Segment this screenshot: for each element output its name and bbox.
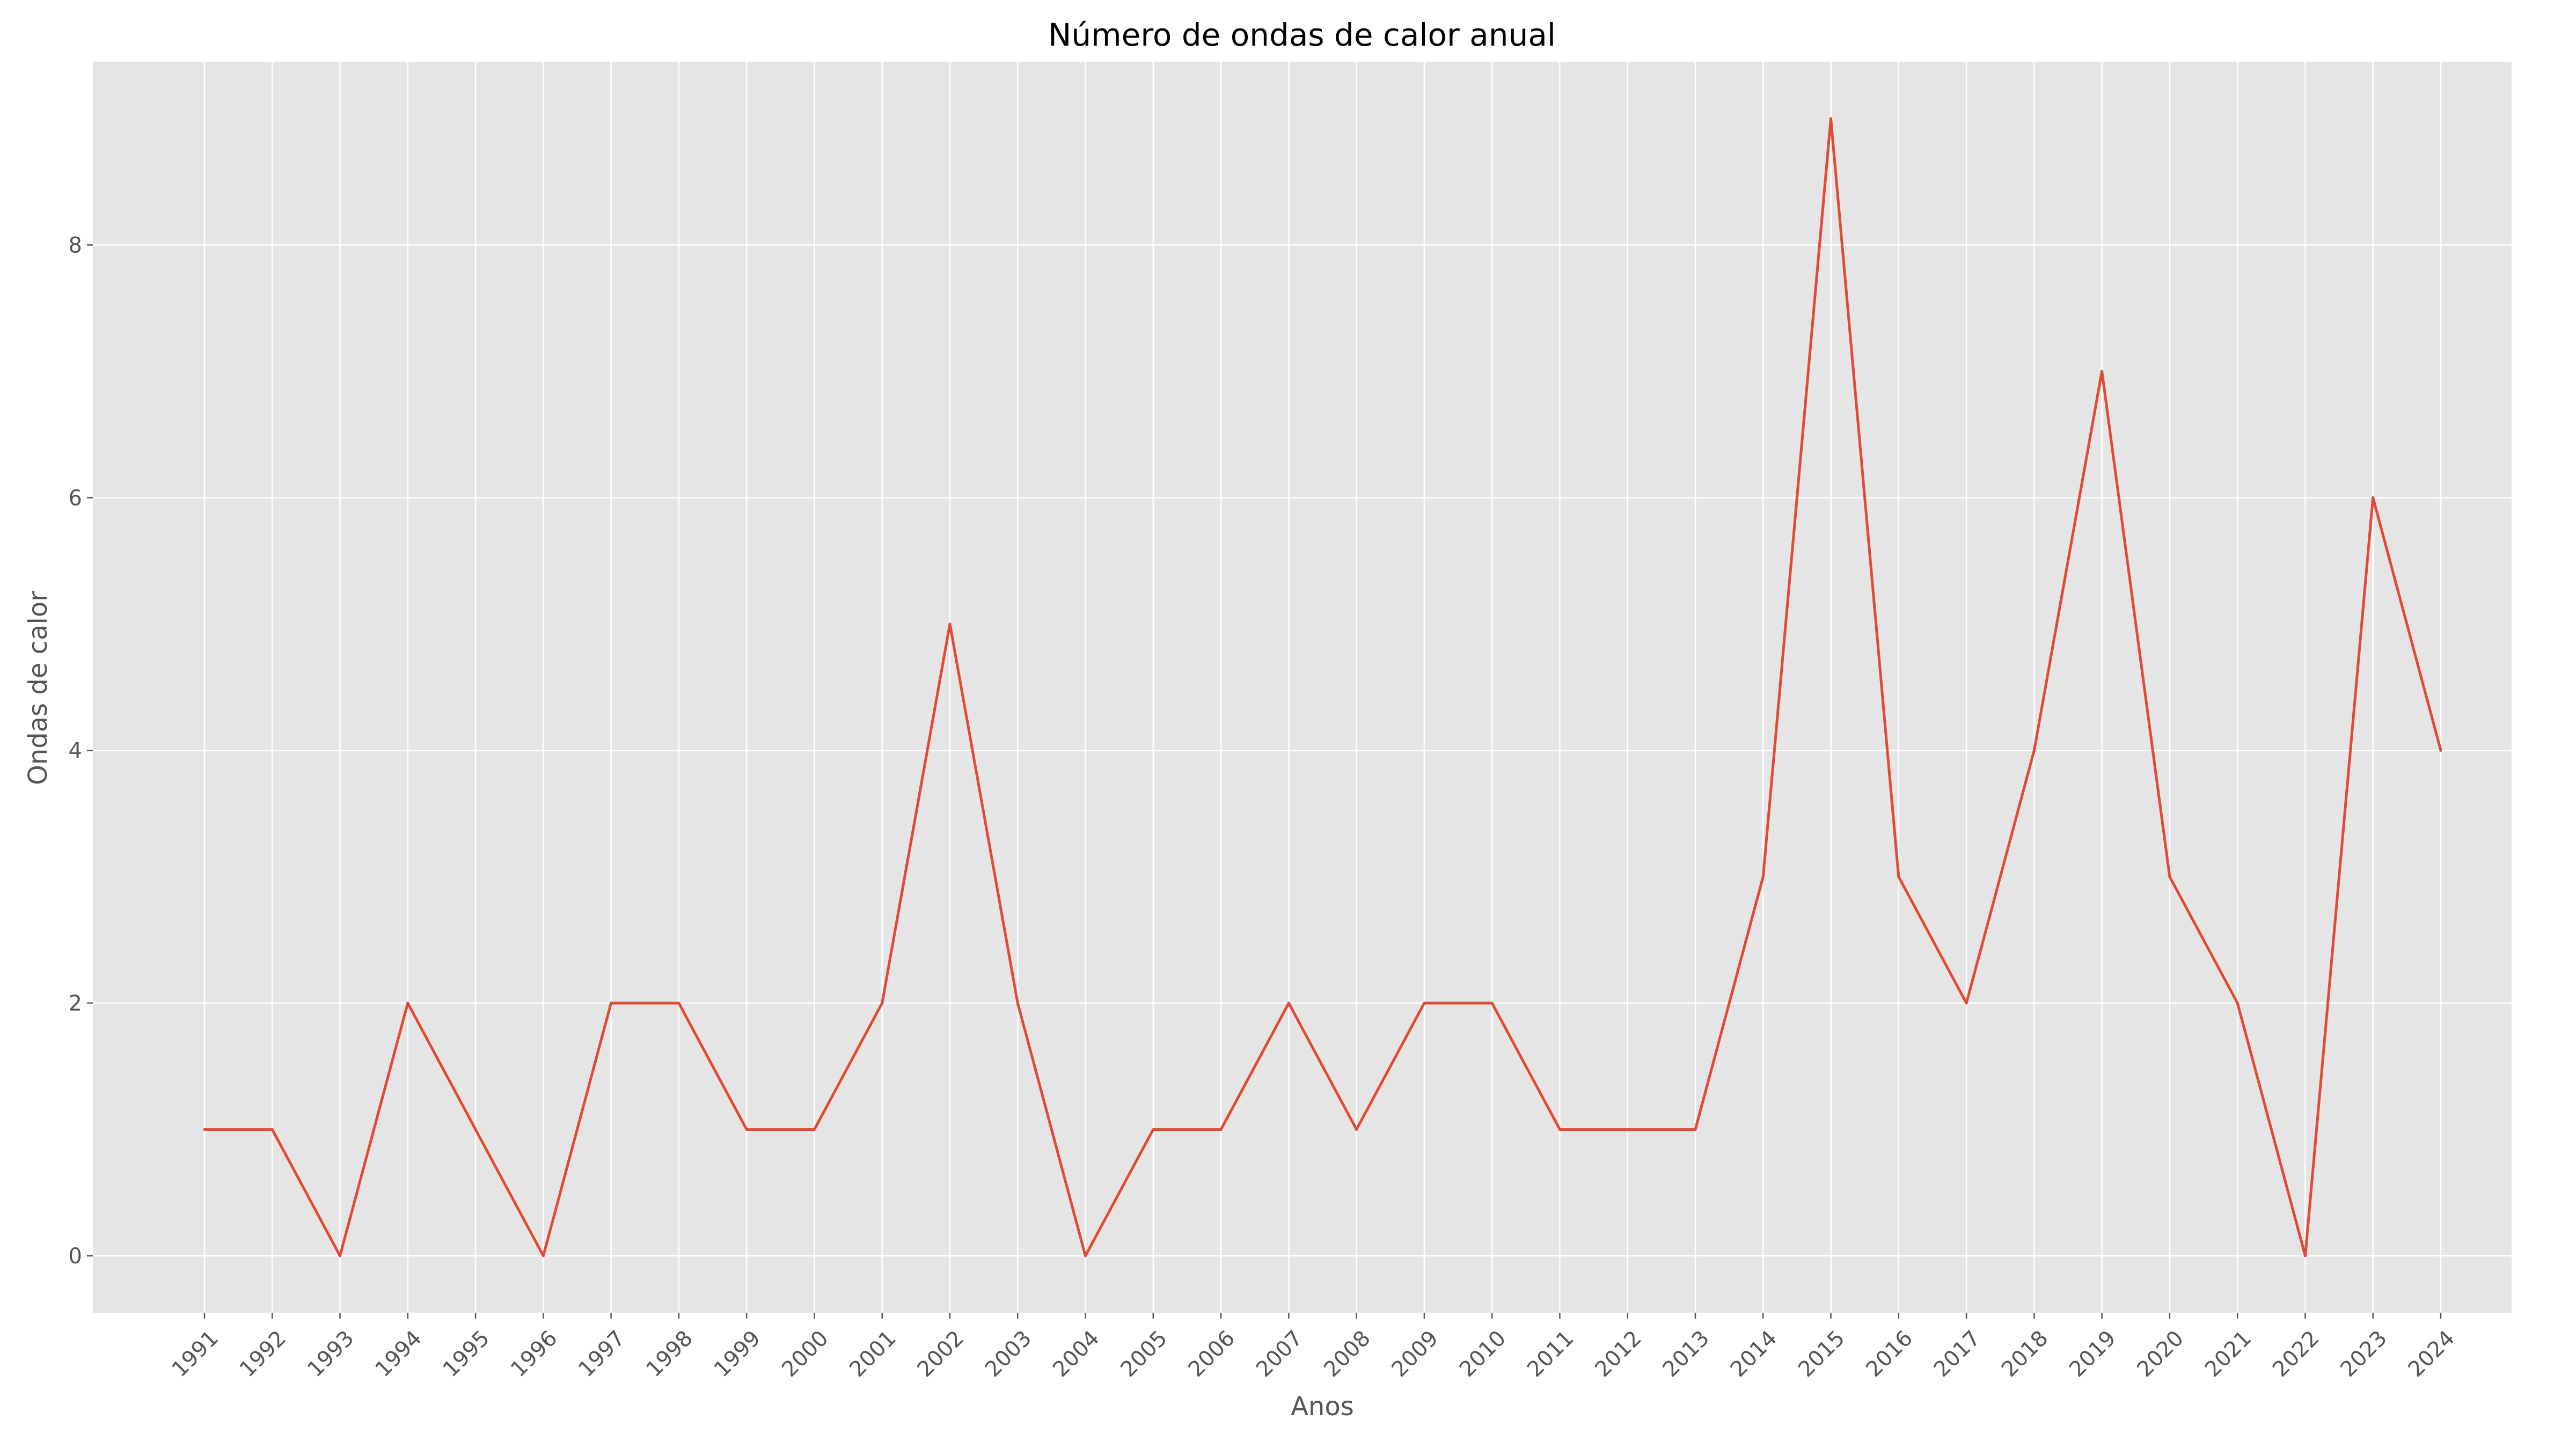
x-tick-label: 2023: [2336, 1326, 2392, 1382]
data-point: [2101, 370, 2104, 373]
series-layer: [203, 117, 2442, 1257]
x-tick-label: 2019: [2065, 1326, 2121, 1382]
data-point: [1016, 1001, 1019, 1005]
data-point: [2032, 749, 2036, 752]
y-tick-label: 6: [69, 486, 82, 510]
y-axis-ticks: 0 2 4 6 8: [69, 233, 93, 1269]
data-point: [339, 1254, 342, 1257]
x-tick-label: 1991: [167, 1326, 224, 1382]
data-point: [1287, 1001, 1290, 1005]
x-tick-label: 2010: [1455, 1326, 1511, 1382]
x-tick-label: 2005: [1116, 1326, 1172, 1382]
x-tick-label: 2012: [1590, 1326, 1646, 1382]
data-point: [745, 1128, 748, 1131]
x-tick-label: 2020: [2132, 1326, 2189, 1382]
x-tick-label: 1997: [574, 1326, 630, 1382]
data-point: [2372, 496, 2375, 499]
x-tick-label: 2000: [777, 1326, 833, 1382]
x-tick-label: 1999: [709, 1326, 766, 1382]
series-line: [203, 117, 2442, 1257]
grid-lines: [93, 62, 2512, 1313]
data-point: [2439, 749, 2442, 752]
data-point: [1423, 1001, 1426, 1005]
data-point: [2303, 1254, 2307, 1257]
data-point: [1694, 1128, 1697, 1131]
x-tick-label: 2016: [1861, 1326, 1918, 1382]
data-point: [1965, 1001, 1968, 1005]
x-tick-label: 2006: [1184, 1326, 1240, 1382]
x-tick-label: 2008: [1319, 1326, 1375, 1382]
x-tick-label: 2022: [2268, 1326, 2324, 1382]
data-point: [813, 1128, 816, 1131]
x-tick-label: 2002: [913, 1326, 969, 1382]
data-point: [1897, 875, 1900, 879]
data-point: [541, 1254, 545, 1257]
x-tick-label: 2007: [1252, 1326, 1308, 1382]
x-tick-label: 1992: [235, 1326, 291, 1382]
x-tick-label: 2024: [2404, 1326, 2460, 1382]
x-tick-label: 2003: [980, 1326, 1037, 1382]
x-tick-label: 2018: [1997, 1326, 2053, 1382]
x-tick-label: 2009: [1387, 1326, 1443, 1382]
x-tick-label: 1993: [303, 1326, 359, 1382]
x-tick-label: 1995: [438, 1326, 495, 1382]
x-tick-label: 2021: [2200, 1326, 2257, 1382]
x-tick-label: 2015: [1794, 1326, 1850, 1382]
y-tick-label: 4: [69, 738, 82, 763]
x-tick-label: 2004: [1048, 1326, 1104, 1382]
data-point: [610, 1001, 613, 1005]
data-point: [1084, 1254, 1087, 1257]
x-tick-label: 2014: [1726, 1326, 1782, 1382]
x-tick-label: 2013: [1658, 1326, 1715, 1382]
data-point: [1761, 875, 1765, 879]
data-point: [1355, 1128, 1358, 1131]
data-point: [1626, 1128, 1629, 1131]
x-tick-label: 1998: [641, 1326, 698, 1382]
y-tick-label: 0: [69, 1244, 82, 1269]
data-point: [474, 1128, 477, 1131]
data-point: [1152, 1128, 1155, 1131]
x-tick-label: 2017: [1929, 1326, 1986, 1382]
data-point: [881, 1001, 884, 1005]
y-axis-label: Ondas de calor: [23, 591, 53, 785]
x-tick-label: 2001: [845, 1326, 901, 1382]
data-point: [1558, 1128, 1561, 1131]
chart-title: Número de ondas de calor anual: [1048, 17, 1556, 53]
x-axis-ticks: 1991 1992 1993 1994 1995 1996 1997 1998 1999 2000…: [167, 1313, 2460, 1382]
data-point: [677, 1001, 680, 1005]
x-tick-label: 1994: [370, 1326, 427, 1382]
data-point: [203, 1128, 206, 1131]
x-tick-label: 2011: [1523, 1326, 1579, 1382]
y-tick-label: 8: [69, 233, 82, 258]
data-point: [270, 1128, 274, 1131]
x-axis-label: Anos: [1291, 1392, 1354, 1422]
data-point: [2168, 875, 2171, 879]
data-point: [1490, 1001, 1494, 1005]
y-tick-label: 2: [69, 991, 82, 1016]
plot-area: [93, 62, 2512, 1313]
data-point: [2236, 1001, 2239, 1005]
data-point: [1219, 1128, 1223, 1131]
data-point: [1829, 117, 1833, 120]
data-point: [948, 623, 952, 626]
x-tick-label: 1996: [506, 1326, 562, 1382]
data-point: [406, 1001, 409, 1005]
